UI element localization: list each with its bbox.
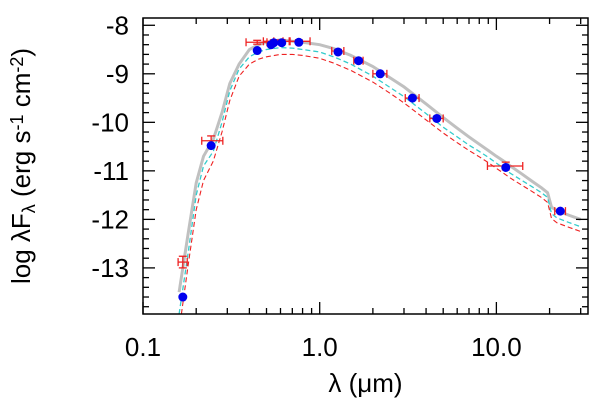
data-point <box>206 141 216 151</box>
plot-frame <box>142 17 589 315</box>
data-point <box>333 47 343 57</box>
data-point <box>178 292 188 302</box>
model-dashed-cyan <box>178 46 581 314</box>
y-tick-label: -12 <box>91 204 129 234</box>
y-axis-title: log λFλ (erg s-1 cm-2) <box>6 48 39 284</box>
data-point <box>375 69 385 79</box>
data-point <box>432 113 442 123</box>
data-point <box>252 46 262 56</box>
model-curves <box>177 38 582 314</box>
data-point <box>501 162 511 172</box>
y-tick-label: -11 <box>93 156 129 186</box>
data-point <box>407 93 417 103</box>
data-point <box>294 37 304 47</box>
y-tick-label: -8 <box>106 10 129 40</box>
x-axis-title: λ (μm) <box>328 368 402 398</box>
y-tick-label: -9 <box>106 59 129 89</box>
y-tick-label: -13 <box>91 253 129 283</box>
x-tick-label: 0.1 <box>125 332 161 362</box>
data-point <box>555 206 565 216</box>
data-point <box>277 38 287 48</box>
error-bar <box>177 255 188 269</box>
model-solid-gray <box>177 38 582 293</box>
x-tick-label: 10.0 <box>471 332 522 362</box>
data-point <box>269 38 279 48</box>
data-point <box>354 56 364 66</box>
data-points <box>178 37 565 302</box>
y-tick-label: -10 <box>91 107 129 137</box>
model-dashed-red <box>180 53 581 314</box>
axis-ticks <box>142 18 588 314</box>
x-tick-label: 1.0 <box>302 332 338 362</box>
tick-labels: 0.1 1.0 10.0 -8 -9 -10 -11 -12 -13 <box>91 10 521 362</box>
